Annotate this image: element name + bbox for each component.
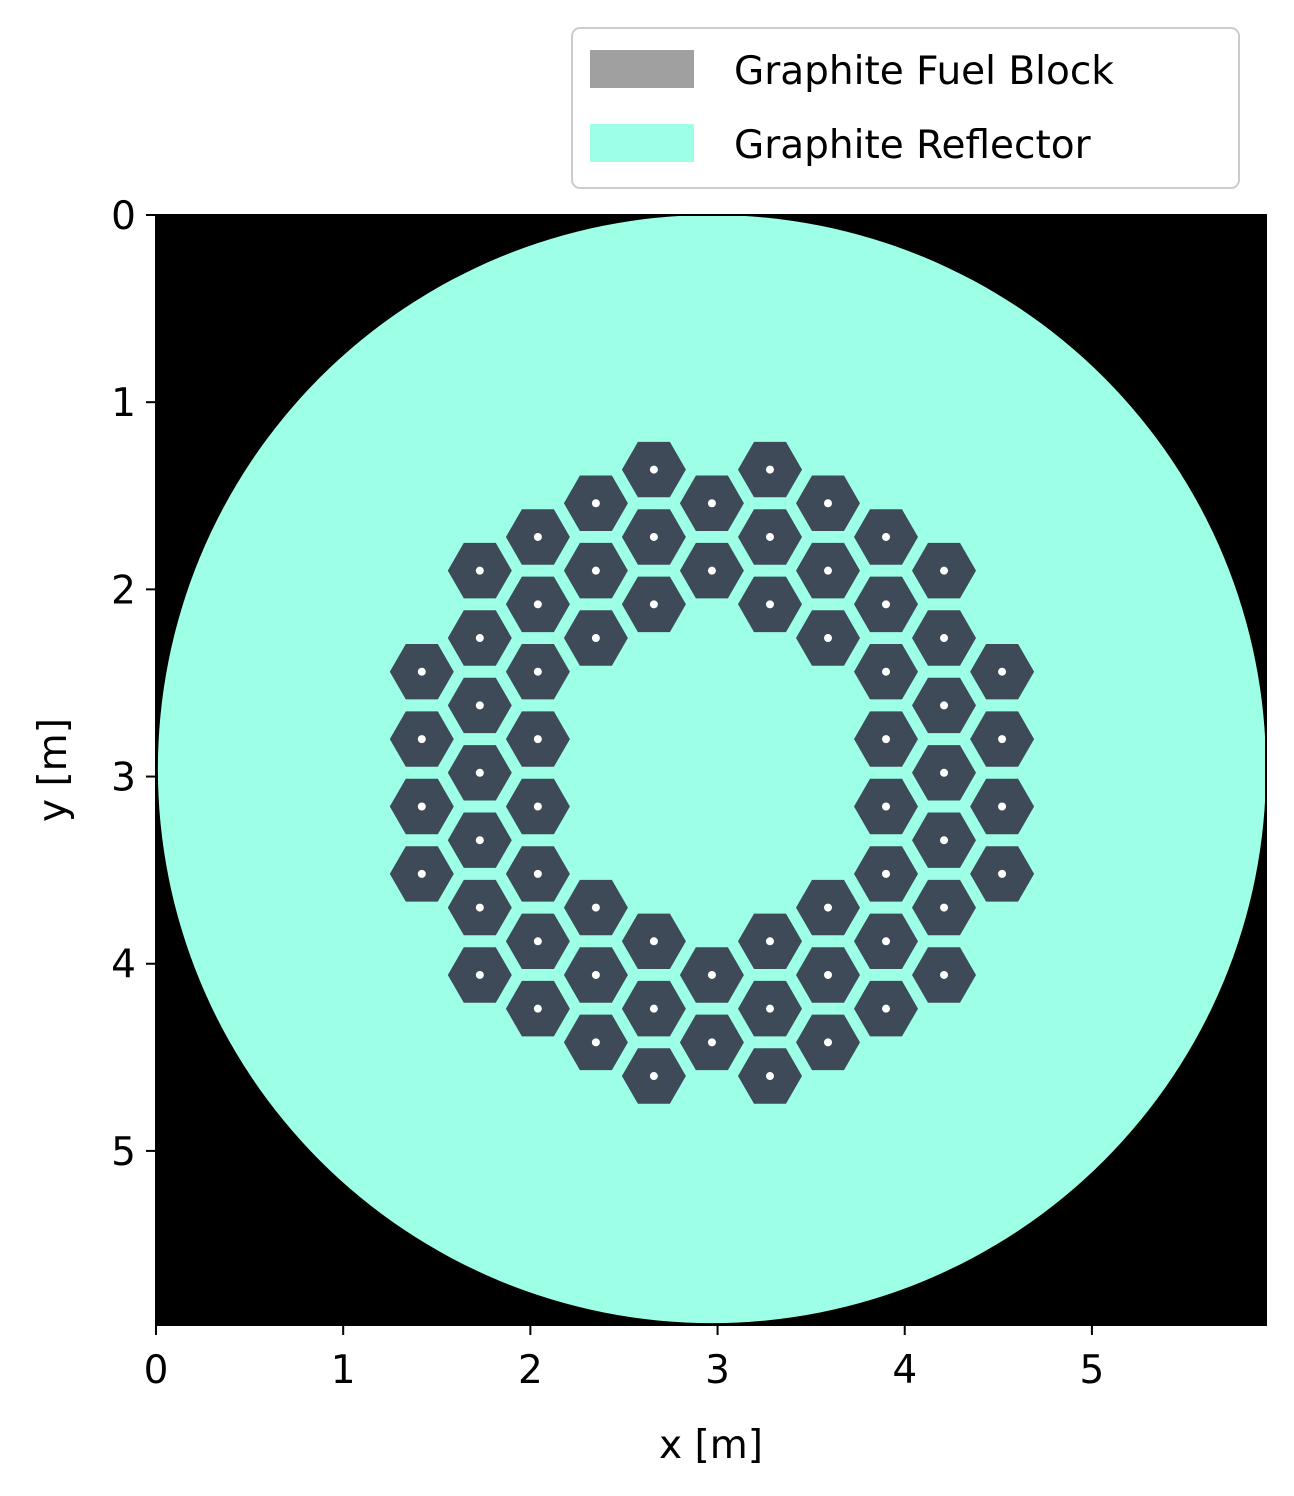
fuel-block-center-hole-57	[533, 1004, 542, 1013]
legend-swatch-fuel-block	[590, 50, 694, 88]
fuel-block-center-hole-38	[475, 836, 484, 845]
fuel-block-center-hole-11	[707, 566, 716, 575]
x-axis-label: x [m]	[659, 1423, 763, 1468]
fuel-block-center-hole-22	[417, 667, 426, 676]
legend-swatch-reflector	[590, 124, 694, 162]
fuel-block-center-hole-1	[765, 465, 774, 474]
fuel-block-center-hole-42	[882, 869, 891, 878]
fuel-block-center-hole-43	[998, 869, 1007, 878]
fuel-block-center-hole-59	[765, 1004, 774, 1013]
fuel-block-center-hole-5	[533, 532, 542, 541]
fuel-block-center-hole-65	[765, 1072, 774, 1081]
fuel-block-center-hole-14	[533, 600, 542, 609]
fuel-block-center-hole-64	[649, 1072, 658, 1081]
fuel-block-center-hole-53	[591, 970, 600, 979]
fuel-block-center-hole-39	[940, 836, 949, 845]
fuel-block-center-hole-16	[765, 600, 774, 609]
fuel-block-center-hole-2	[591, 499, 600, 508]
fuel-block-center-hole-63	[823, 1038, 832, 1047]
x-tick-label-3: 3	[705, 1348, 730, 1393]
fuel-block-center-hole-23	[533, 667, 542, 676]
y-axis-label: y [m]	[31, 718, 76, 822]
fuel-block-layer	[389, 441, 1035, 1104]
fuel-block-center-hole-52	[475, 970, 484, 979]
fuel-block-center-hole-37	[998, 802, 1007, 811]
fuel-block-center-hole-29	[533, 735, 542, 744]
fuel-block-center-hole-12	[823, 566, 832, 575]
fuel-block-center-hole-26	[475, 701, 484, 710]
x-tick-label-2: 2	[518, 1348, 543, 1393]
fuel-block-center-hole-62	[707, 1038, 716, 1047]
fuel-block-center-hole-25	[998, 667, 1007, 676]
fuel-block-center-hole-50	[765, 937, 774, 946]
fuel-block-center-hole-35	[533, 802, 542, 811]
fuel-block-center-hole-21	[940, 634, 949, 643]
y-tick-label-2: 2	[111, 568, 136, 613]
fuel-block-center-hole-18	[475, 634, 484, 643]
y-tick-label-3: 3	[111, 756, 136, 801]
fuel-block-center-hole-36	[882, 802, 891, 811]
fuel-block-center-hole-56	[940, 970, 949, 979]
x-tick-label-1: 1	[331, 1348, 356, 1393]
fuel-block-center-hole-30	[882, 735, 891, 744]
fuel-block-center-hole-9	[475, 566, 484, 575]
fuel-block-center-hole-31	[998, 735, 1007, 744]
fuel-block-center-hole-55	[823, 970, 832, 979]
y-axis-ticks: 0 1 2 3 4 5	[111, 194, 156, 1175]
fuel-block-center-hole-20	[823, 634, 832, 643]
fuel-block-center-hole-51	[882, 937, 891, 946]
fuel-block-center-hole-32	[475, 768, 484, 777]
fuel-block-center-hole-58	[649, 1004, 658, 1013]
fuel-block-center-hole-4	[823, 499, 832, 508]
axes-frame	[155, 214, 1267, 1326]
legend-label-fuel-block: Graphite Fuel Block	[734, 49, 1114, 94]
y-tick-label-5: 5	[111, 1130, 136, 1175]
x-tick-label-0: 0	[144, 1348, 169, 1393]
y-tick-label-1: 1	[111, 381, 136, 426]
fuel-block-center-hole-60	[882, 1004, 891, 1013]
fuel-block-center-hole-41	[533, 869, 542, 878]
fuel-block-center-hole-19	[591, 634, 600, 643]
fuel-block-center-hole-15	[649, 600, 658, 609]
fuel-block-center-hole-48	[533, 937, 542, 946]
fuel-block-center-hole-45	[591, 903, 600, 912]
x-axis-ticks: 0 1 2 3 4 5	[144, 1325, 1105, 1393]
fuel-block-center-hole-61	[591, 1038, 600, 1047]
fuel-block-center-hole-49	[649, 937, 658, 946]
fuel-block-center-hole-7	[765, 532, 774, 541]
fuel-block-center-hole-34	[417, 802, 426, 811]
fuel-block-center-hole-0	[649, 465, 658, 474]
graphite-reflector-region	[157, 215, 1266, 1324]
legend: Graphite Fuel Block Graphite Reflector	[571, 27, 1240, 189]
fuel-block-center-hole-28	[417, 735, 426, 744]
legend-box	[571, 27, 1240, 189]
fuel-block-center-hole-40	[417, 869, 426, 878]
fuel-block-center-hole-13	[940, 566, 949, 575]
y-tick-label-0: 0	[111, 194, 136, 239]
fuel-block-center-hole-33	[940, 768, 949, 777]
x-tick-label-4: 4	[892, 1348, 917, 1393]
fuel-block-center-hole-44	[475, 903, 484, 912]
fuel-block-center-hole-6	[649, 532, 658, 541]
fuel-block-center-hole-46	[823, 903, 832, 912]
fuel-block-center-hole-54	[707, 970, 716, 979]
fuel-block-center-hole-17	[882, 600, 891, 609]
fuel-block-center-hole-27	[940, 701, 949, 710]
fuel-block-center-hole-10	[591, 566, 600, 575]
x-tick-label-5: 5	[1080, 1348, 1105, 1393]
fuel-block-center-hole-24	[882, 667, 891, 676]
fuel-block-center-hole-3	[707, 499, 716, 508]
y-tick-label-4: 4	[111, 943, 136, 988]
fuel-block-center-hole-8	[882, 532, 891, 541]
legend-label-reflector: Graphite Reflector	[734, 123, 1092, 168]
fuel-block-center-hole-47	[940, 903, 949, 912]
